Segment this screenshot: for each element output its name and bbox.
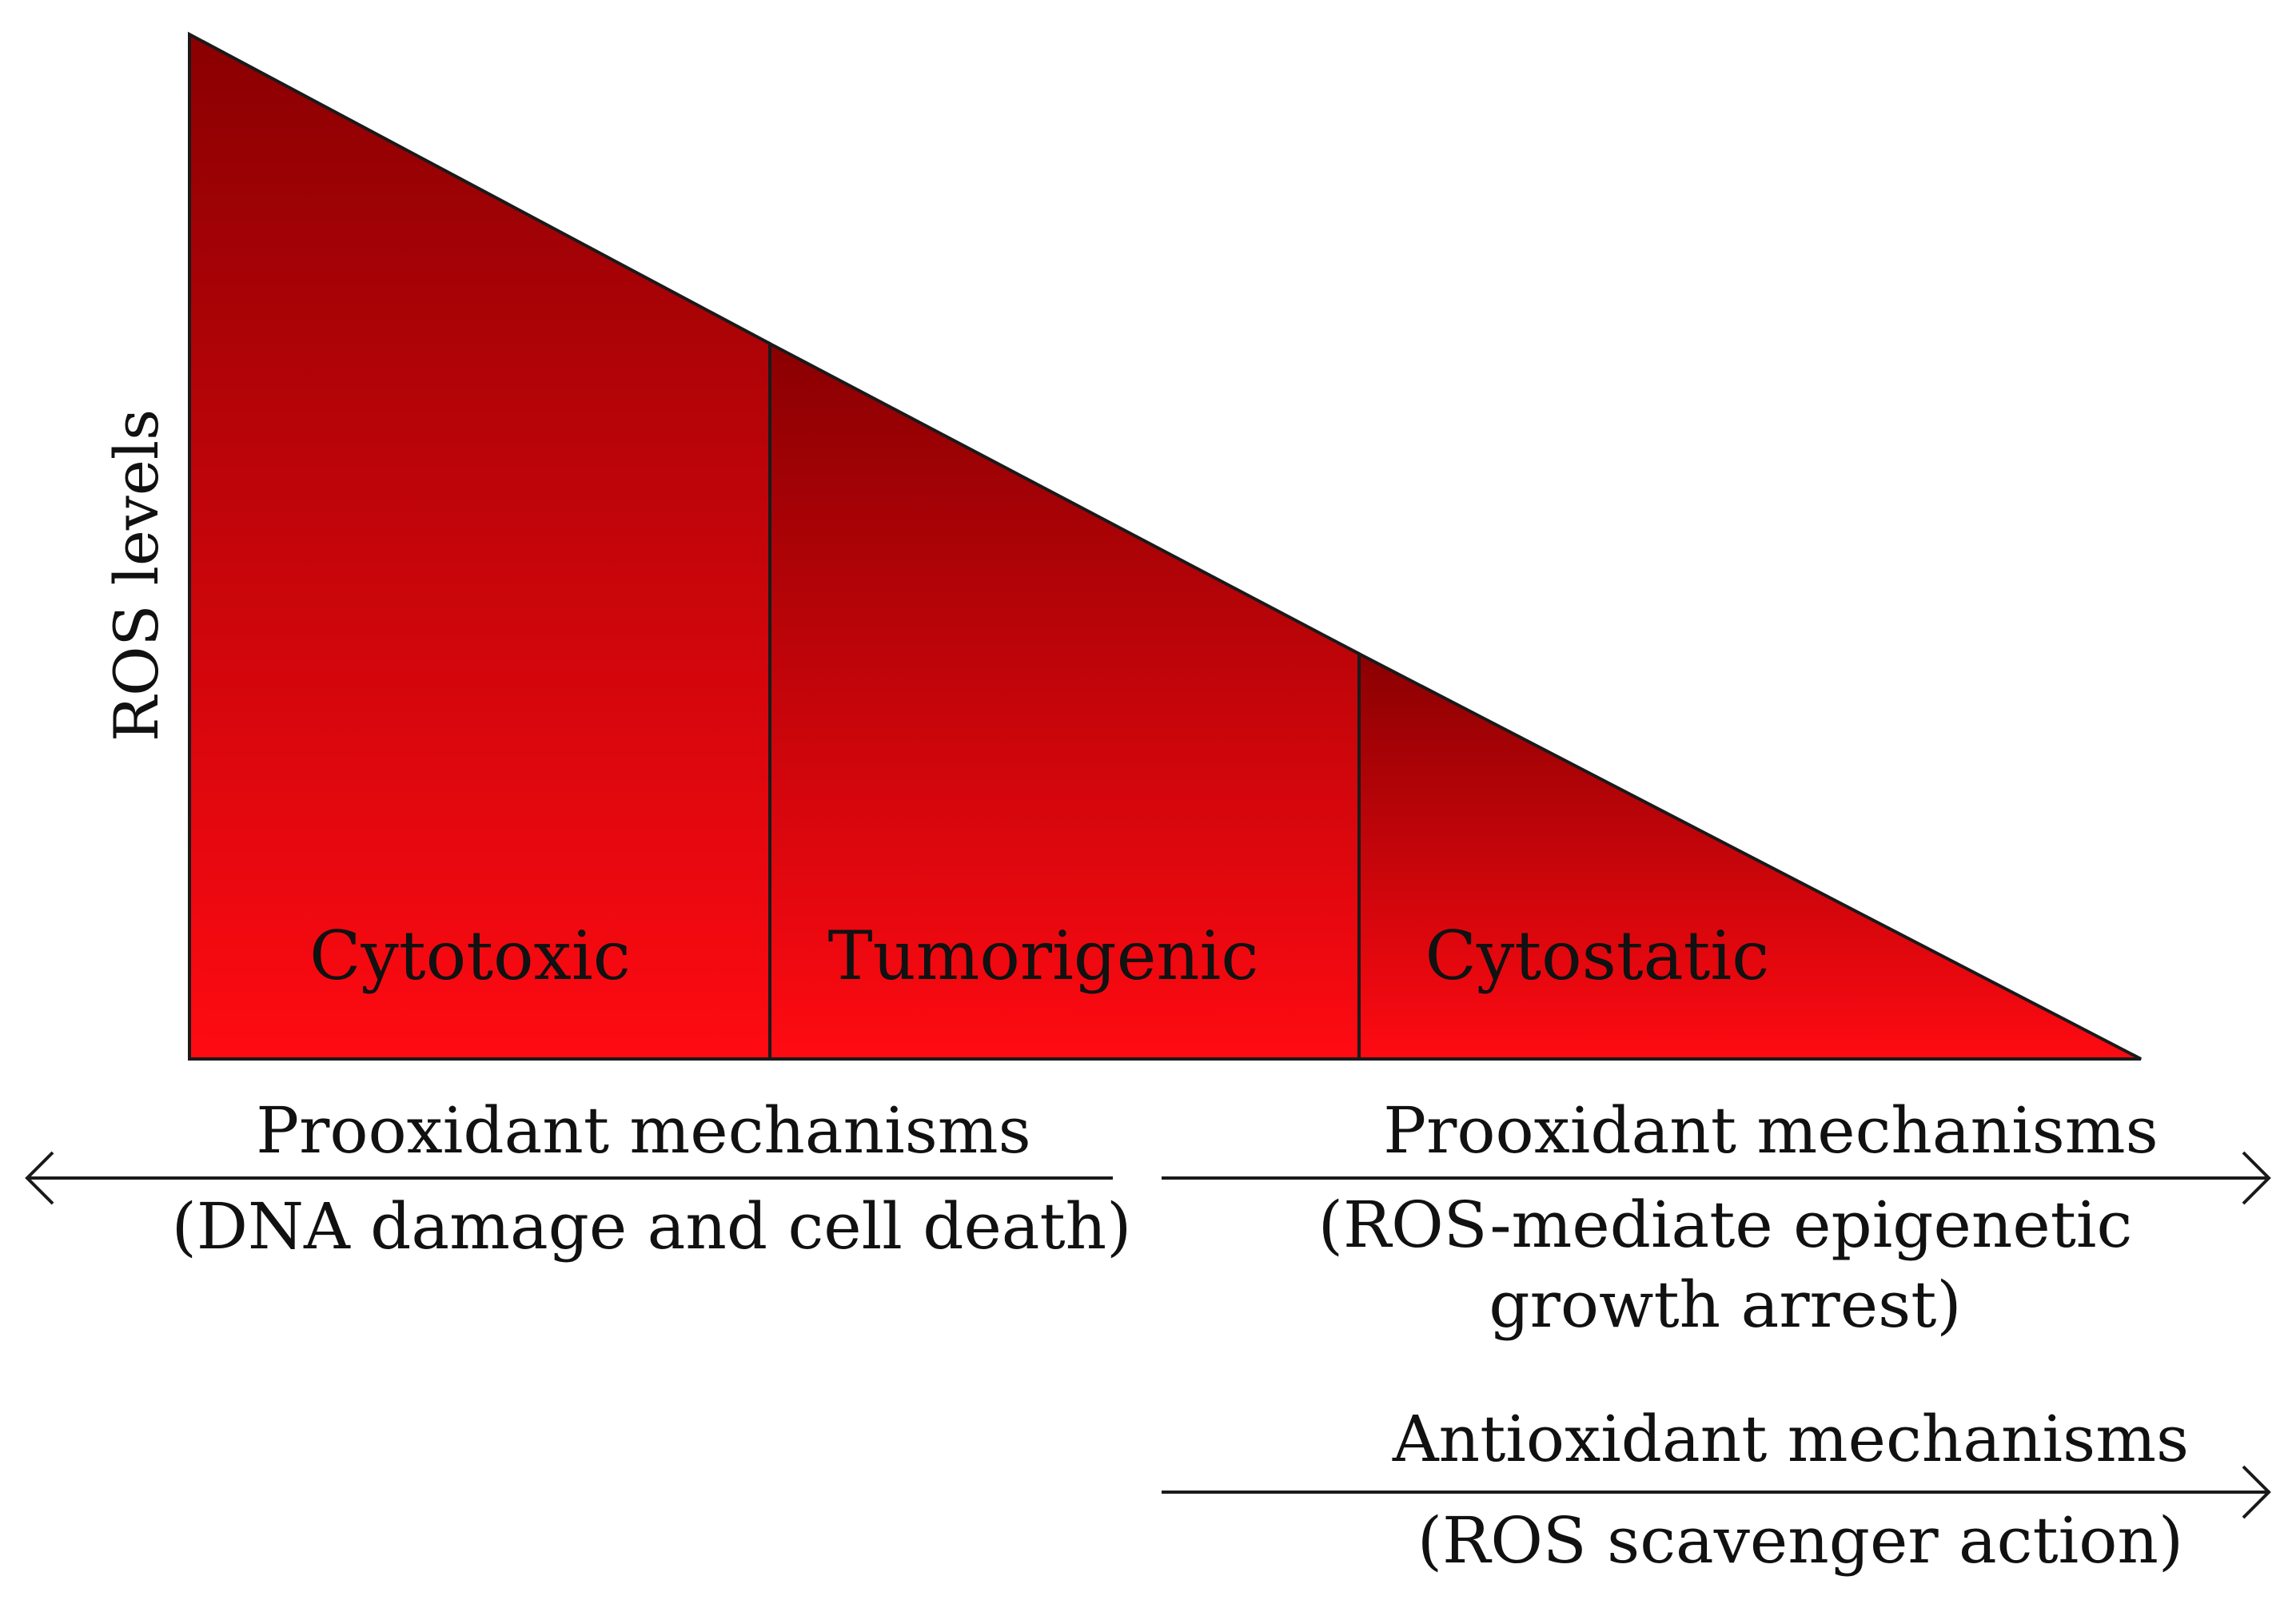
right-antioxidant-detail: (ROS scavenger action) [1417,1503,2183,1578]
left-prooxidant-title: Prooxidant mechanisms [256,1093,1030,1168]
zone-cytostatic [1357,651,2142,1061]
right-prooxidant-arrow [1162,1151,2271,1205]
zone-cytotoxic [188,31,771,1061]
left-prooxidant-detail: (DNA damage and cell death) [172,1189,1132,1264]
zone-label-tumorigenic: Tumorigenic [828,917,1259,995]
y-axis-label: ROS levels [101,409,172,742]
zone-label-cytostatic: Cytostatic [1425,917,1770,995]
right-prooxidant-detail-line2: growth arrest) [1489,1268,1961,1342]
left-arrow [25,1151,1113,1205]
right-antioxidant-arrow [1162,1465,2271,1519]
zone-label-cytotoxic: Cytotoxic [309,917,631,995]
right-prooxidant-title: Prooxidant mechanisms [1383,1093,2158,1168]
right-prooxidant-detail-line1: (ROS-mediate epigenetic [1318,1188,2133,1262]
right-antioxidant-title: Antioxidant mechanisms [1392,1402,2189,1476]
